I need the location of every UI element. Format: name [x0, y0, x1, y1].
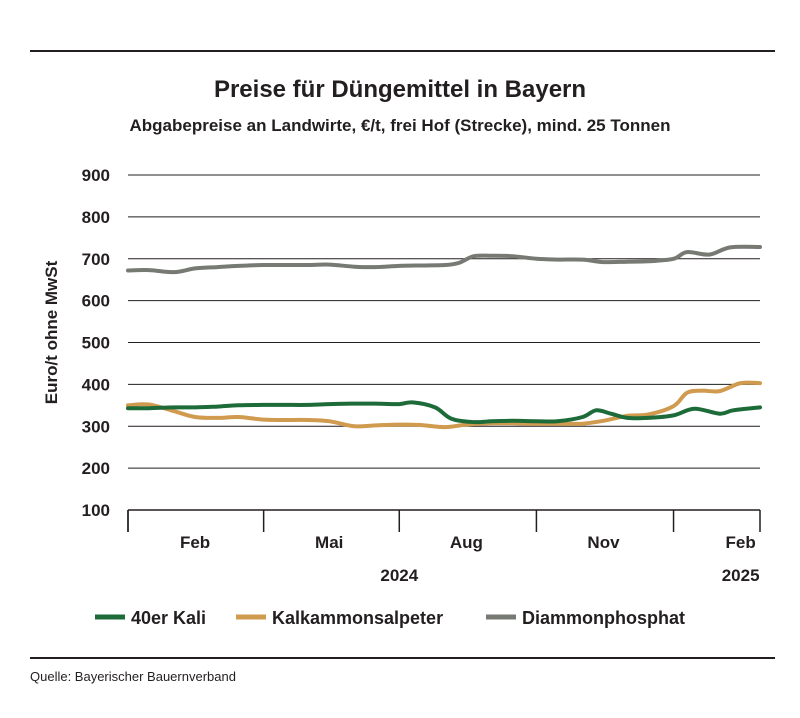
chart-subtitle: Abgabepreise an Landwirte, €/t, frei Hof…: [129, 116, 671, 135]
series-line-diammonphosphat: [126, 244, 762, 275]
series-line-40er-kali: [126, 400, 762, 425]
axis-layer: [127, 510, 761, 532]
y-tick-label: 400: [82, 375, 110, 394]
source-note: Quelle: Bayerischer Bauernverband: [30, 669, 236, 684]
y-tick-label: 900: [82, 166, 110, 185]
x-tick-label: Feb: [726, 533, 756, 552]
legend-label-kalkammonsalpeter: Kalkammonsalpeter: [272, 608, 443, 628]
y-tick-label: 200: [82, 459, 110, 478]
x-year-label: 2024: [380, 566, 418, 585]
legend: 40er Kali Kalkammonsalpeter Diammonphospha…: [95, 608, 685, 628]
x-tick-label: Nov: [587, 533, 620, 552]
line-chart: 100 200 300 400 500 600 700 800 900 Feb Mai Aug Nov F…: [42, 166, 762, 628]
chart-title: Preise für Düngemittel in Bayern: [213, 76, 587, 103]
x-tick-label: Feb: [180, 533, 210, 552]
y-tick-label: 600: [82, 292, 110, 311]
bottom-rule: [30, 657, 775, 659]
x-tick-label: Aug: [450, 533, 483, 552]
label-layer: 100 200 300 400 500 600 700 800 900 Feb Mai Aug Nov F…: [42, 166, 760, 585]
series-layer: [126, 244, 762, 430]
x-tick-label: Mai: [315, 533, 343, 552]
legend-label-40er-kali: 40er Kali: [131, 608, 206, 628]
y-tick-label: 700: [82, 250, 110, 269]
legend-label-diammonphosphat: Diammonphosphat: [522, 608, 685, 628]
y-tick-label: 500: [82, 334, 110, 353]
x-year-label: 2025: [722, 566, 760, 585]
series-line-kalkammonsalpeter: [126, 380, 762, 430]
y-tick-label: 100: [82, 501, 110, 520]
y-tick-label: 300: [82, 417, 110, 436]
top-rule: [30, 50, 775, 52]
y-tick-label: 800: [82, 208, 110, 227]
y-axis-title: Euro/t ohne MwSt: [42, 260, 61, 404]
grid-layer: [128, 174, 760, 511]
